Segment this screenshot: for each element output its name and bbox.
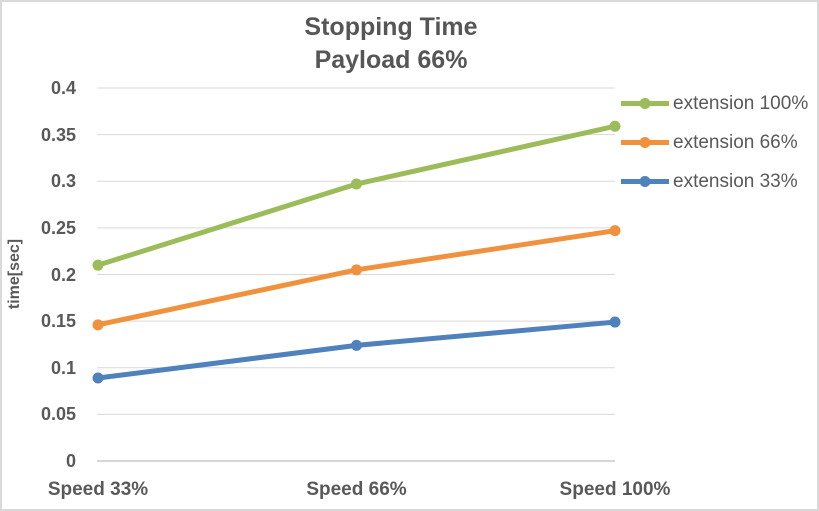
legend-marker (639, 98, 651, 109)
legend-entry: extension 100% (620, 84, 808, 123)
series-line-extension-66- (97, 228, 616, 328)
y-axis-title: time[sec] (6, 238, 23, 310)
legend-entry: extension 66% (620, 123, 808, 162)
y-tick-label: 0.3 (50, 171, 76, 192)
data-point-marker (351, 339, 362, 351)
chart-title-line2: Payload 66% (314, 46, 468, 74)
data-point-marker (351, 264, 362, 276)
y-tick-label: 0.35 (40, 124, 76, 145)
y-tick-label: 0.4 (50, 78, 76, 98)
legend-label: extension 66% (673, 131, 798, 153)
x-axis-label: Speed 33% (47, 479, 149, 500)
data-point-marker (609, 316, 621, 328)
chart-title: Stopping Time Payload 66% (2, 11, 780, 77)
data-point-marker (609, 225, 621, 237)
legend-swatch-icon (621, 137, 669, 148)
legend-swatch-icon (621, 98, 669, 109)
y-tick-label: 0 (65, 451, 76, 471)
legend: extension 100% extension 66% extension 33% (620, 84, 808, 201)
data-point-marker (609, 120, 621, 132)
x-axis-label: Speed 66% (306, 479, 407, 500)
y-tick-label: 0.15 (40, 311, 76, 332)
legend-label: extension 33% (673, 170, 798, 192)
data-point-marker (92, 259, 104, 271)
legend-label: extension 100% (673, 92, 809, 114)
y-tick-label: 0.2 (50, 264, 76, 285)
legend-marker (639, 176, 651, 187)
y-tick-label: 0.25 (40, 217, 76, 238)
x-axis-label: Speed 100% (559, 479, 671, 500)
data-point-marker (92, 319, 104, 331)
y-tick-label: 0.1 (50, 357, 76, 378)
legend-swatch-icon (621, 176, 669, 187)
chart-title-line1: Stopping Time (304, 13, 478, 41)
legend-entry: extension 33% (620, 162, 808, 201)
data-point-marker (351, 178, 362, 190)
legend-marker (639, 137, 651, 148)
data-point-marker (92, 372, 104, 384)
y-tick-label: 0.05 (40, 404, 76, 425)
